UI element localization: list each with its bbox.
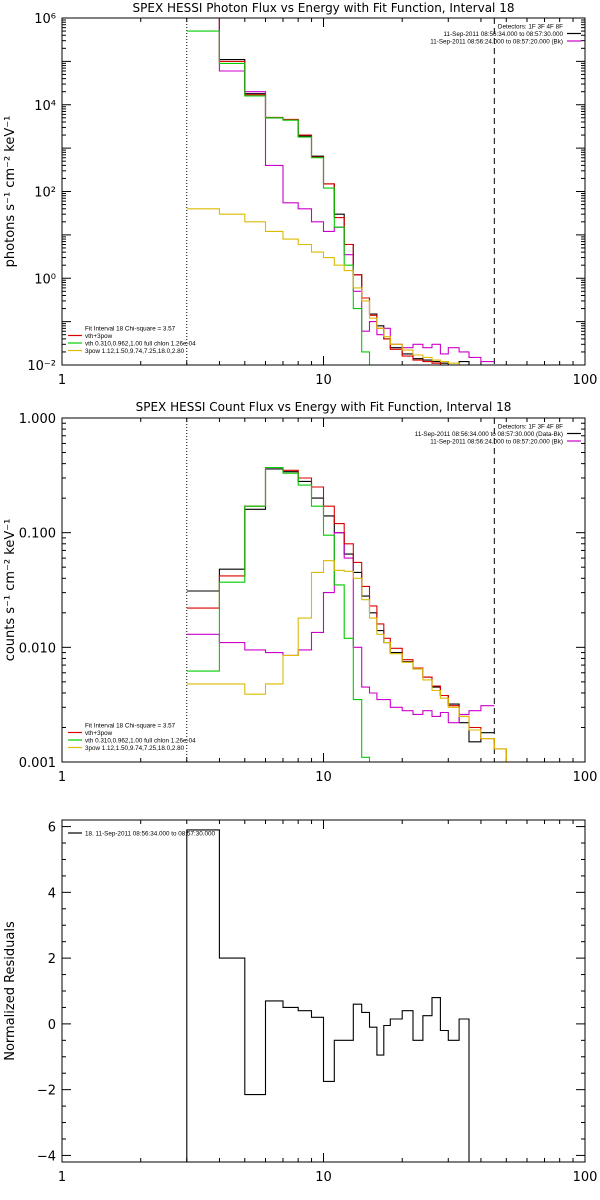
x-tick-label: 10 [315, 373, 332, 388]
y-tick-label: 6 [48, 821, 56, 836]
x-tick-label: 100 [573, 1170, 598, 1185]
axis-ticks [61, 418, 586, 763]
y-tick-label: 10⁴ [34, 99, 56, 114]
y-axis-label: photons s⁻¹ cm⁻² keV⁻¹ [3, 116, 18, 268]
axis-ticks [61, 820, 586, 1162]
legend-text: Detectors: 1F 3F 4F 8F [498, 24, 563, 31]
chart-panel-3: Normalized Residuals 1 10 100 −4 −2 0 2 4 6 18. 11… [3, 819, 598, 1185]
series-4-line [186, 30, 371, 365]
legend-text: vth 0.310,0.962,1.00 full chlon 1.26e-04 [85, 738, 196, 745]
legend-text: 18. 11-Sep-2011 08:56:34.000 to 08:57:30… [85, 831, 216, 838]
series-3-line [186, 466, 518, 762]
x-tick-label: 10 [315, 1170, 332, 1185]
legend-text: 3pow 1.12,1.50,9.74,7.25,18.0,2.80 [85, 348, 185, 355]
series-5-line [186, 208, 470, 365]
legend-text: Detectors: 1F 3F 4F 8F [498, 424, 563, 431]
legend-text: 11-Sep-2011 08:56:34.000 to 08:57:30.000 [443, 31, 563, 38]
series-5-line [186, 560, 518, 762]
plot-frame [61, 417, 586, 763]
legend-text: 3pow 1.12,1.50,9.74,7.25,18.0,2.80 [85, 745, 185, 752]
legend: Fit Interval 18 Chi-square = 3.57vth+3po… [68, 326, 196, 355]
x-tick-label: 1 [58, 770, 66, 785]
axis-ticks [61, 18, 586, 366]
legend-text: vth+3pow [85, 730, 113, 737]
series-1-line [186, 829, 470, 1162]
legend-text: Fit Interval 18 Chi-square = 3.57 [85, 326, 176, 333]
legend: 18. 11-Sep-2011 08:56:34.000 to 08:57:30… [68, 831, 216, 838]
x-tick-label: 100 [573, 770, 598, 785]
y-axis-label: counts s⁻¹ cm⁻² keV⁻¹ [3, 519, 18, 662]
legend-text: 11-Sep-2011 08:56:34.000 to 08:57:30.000… [415, 431, 563, 438]
y-tick-label: −4 [37, 1149, 56, 1164]
series-group [186, 829, 470, 1162]
x-tick-label: 10 [315, 770, 332, 785]
x-tick-label: 100 [573, 373, 598, 388]
y-tick-label: −2 [37, 1084, 56, 1099]
y-tick-label: 0.001 [19, 756, 56, 771]
series-group [186, 18, 495, 365]
y-tick-label: 2 [48, 952, 56, 967]
y-tick-label: 1.000 [19, 412, 56, 427]
legend-text: 11-Sep-2011 08:56:24.000 to 08:57:20.000… [430, 439, 563, 446]
chart-panel-1: SPEX HESSI Photon Flux vs Energy with Fi… [3, 1, 598, 388]
legend-text: vth+3pow [85, 333, 113, 340]
y-tick-label: 10⁻² [27, 359, 56, 374]
plot-frame [61, 819, 586, 1163]
legend: Fit Interval 18 Chi-square = 3.57vth+3po… [68, 723, 196, 752]
legend-text: vth 0.310,0.962,1.00 full chlon 1.26e-04 [85, 341, 196, 348]
y-tick-label: 0.100 [19, 527, 56, 542]
x-tick-label: 1 [58, 1170, 66, 1185]
legend-text: 11-Sep-2011 08:56:24.000 to 08:57:20.000… [430, 39, 563, 46]
y-tick-label: 0 [48, 1018, 56, 1033]
y-tick-label: 4 [48, 886, 56, 901]
legend-text: Fit Interval 18 Chi-square = 3.57 [85, 723, 176, 730]
series-2-line [186, 532, 495, 724]
y-tick-label: 10⁰ [34, 272, 56, 287]
chart-title: SPEX HESSI Photon Flux vs Energy with Fi… [133, 1, 515, 15]
plot-frame [61, 17, 586, 366]
series-4-line [186, 466, 371, 762]
series-group [186, 466, 518, 762]
y-tick-label: 0.010 [19, 641, 56, 656]
y-tick-label: 10⁶ [34, 12, 56, 27]
chart-panel-2: SPEX HESSI Count Flux vs Energy with Fit… [3, 400, 598, 785]
y-axis-label: Normalized Residuals [3, 921, 18, 1061]
series-1-line [218, 18, 470, 365]
x-tick-label: 1 [58, 373, 66, 388]
chart-title: SPEX HESSI Count Flux vs Energy with Fit… [136, 400, 512, 414]
series-2-line [218, 18, 495, 363]
y-tick-label: 10² [34, 186, 56, 201]
